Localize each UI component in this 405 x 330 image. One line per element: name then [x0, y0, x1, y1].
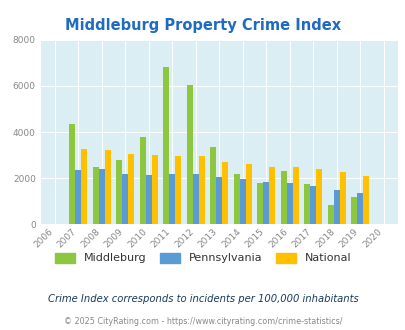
Bar	[304, 184, 309, 224]
Bar	[245, 164, 251, 224]
Bar	[351, 197, 356, 224]
Bar	[292, 167, 298, 224]
Bar	[175, 156, 181, 224]
Bar	[140, 137, 145, 224]
Bar	[315, 169, 321, 224]
Bar	[333, 190, 339, 224]
Bar	[233, 174, 239, 224]
Bar	[128, 154, 134, 224]
Bar	[239, 180, 245, 224]
Bar	[116, 160, 122, 224]
Bar	[122, 174, 128, 224]
Bar	[198, 156, 204, 224]
Text: © 2025 CityRating.com - https://www.cityrating.com/crime-statistics/: © 2025 CityRating.com - https://www.city…	[64, 317, 341, 326]
Bar	[269, 167, 275, 224]
Legend: Middleburg, Pennsylvania, National: Middleburg, Pennsylvania, National	[51, 249, 354, 267]
Bar	[286, 183, 292, 224]
Bar	[192, 174, 198, 224]
Bar	[356, 193, 362, 224]
Bar	[98, 169, 104, 224]
Bar	[362, 176, 368, 224]
Bar	[93, 167, 98, 224]
Bar	[339, 172, 345, 224]
Bar	[263, 182, 269, 224]
Text: Middleburg Property Crime Index: Middleburg Property Crime Index	[65, 18, 340, 33]
Bar	[216, 177, 222, 224]
Bar	[280, 171, 286, 224]
Bar	[222, 162, 228, 224]
Bar	[151, 155, 157, 224]
Bar	[145, 175, 151, 224]
Bar	[169, 174, 175, 224]
Text: Crime Index corresponds to incidents per 100,000 inhabitants: Crime Index corresponds to incidents per…	[47, 294, 358, 304]
Bar	[69, 124, 75, 224]
Bar	[104, 150, 110, 224]
Bar	[186, 84, 192, 224]
Bar	[75, 170, 81, 224]
Bar	[327, 205, 333, 224]
Bar	[163, 67, 169, 224]
Bar	[210, 147, 216, 224]
Bar	[257, 183, 263, 224]
Bar	[309, 186, 315, 224]
Bar	[81, 149, 87, 224]
